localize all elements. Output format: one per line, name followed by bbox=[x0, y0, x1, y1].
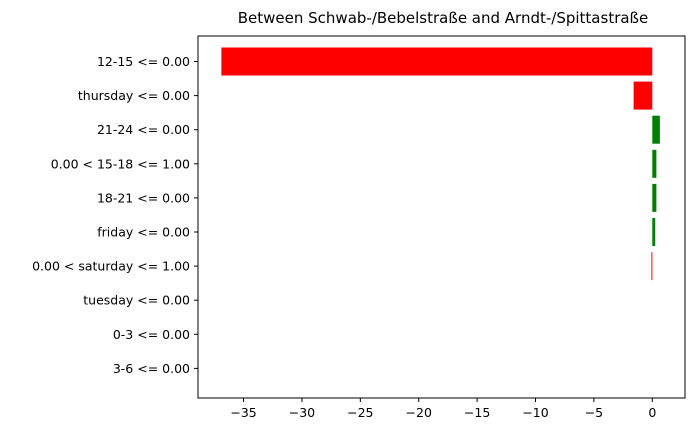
x-tick-label: 0 bbox=[648, 405, 656, 420]
bar bbox=[651, 252, 653, 281]
y-tick-label: 3-6 <= 0.00 bbox=[113, 361, 190, 376]
y-tick-label: 18-21 <= 0.00 bbox=[97, 190, 190, 205]
y-tick-label: 0-3 <= 0.00 bbox=[113, 327, 190, 342]
y-tick-label: 12-15 <= 0.00 bbox=[97, 54, 190, 69]
y-tick-label: 0.00 < saturday <= 1.00 bbox=[32, 259, 190, 274]
bar bbox=[652, 183, 657, 212]
bar bbox=[221, 47, 653, 76]
x-ticks: −35 −30 −25 −20 −15 −10 −5 0 bbox=[230, 398, 656, 420]
x-tick-label: −5 bbox=[585, 405, 603, 420]
x-tick-label: −15 bbox=[464, 405, 490, 420]
y-tick-label: 21-24 <= 0.00 bbox=[97, 122, 190, 137]
x-tick-label: −30 bbox=[289, 405, 315, 420]
bar bbox=[652, 149, 657, 178]
y-tick-label: friday <= 0.00 bbox=[97, 225, 190, 240]
y-tick-labels: 12-15 <= 0.00 thursday <= 0.00 21-24 <= 0.… bbox=[32, 54, 198, 376]
bar bbox=[652, 218, 656, 246]
x-tick-label: −35 bbox=[230, 405, 256, 420]
plot-frame bbox=[197, 35, 686, 399]
x-tick-label: −10 bbox=[522, 405, 548, 420]
x-tick-label: −20 bbox=[406, 405, 432, 420]
bar bbox=[652, 115, 660, 144]
bars-group bbox=[221, 47, 660, 281]
bar bbox=[633, 81, 653, 110]
y-tick-label: tuesday <= 0.00 bbox=[83, 293, 190, 308]
x-tick-label: −25 bbox=[347, 405, 373, 420]
chart-title: Between Schwab-/Bebelstraße and Arndt-/S… bbox=[238, 9, 649, 27]
y-tick-label: 0.00 < 15-18 <= 1.00 bbox=[51, 156, 190, 171]
y-tick-label: thursday <= 0.00 bbox=[78, 88, 190, 103]
